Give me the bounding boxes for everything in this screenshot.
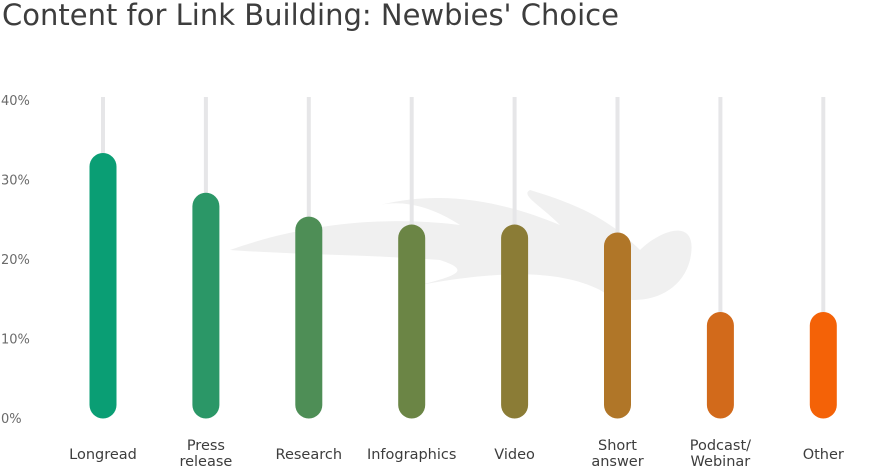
- x-category-label: Research: [276, 447, 343, 463]
- x-category-label: Longread: [69, 447, 137, 463]
- chart-title: Content for Link Building: Newbies' Choi…: [2, 0, 619, 32]
- x-category-label: Infographics: [367, 447, 456, 463]
- x-category-label: answer: [591, 454, 643, 469]
- x-category-label: Press: [187, 438, 225, 454]
- x-category-label: Video: [494, 447, 535, 463]
- x-category-label: release: [179, 454, 232, 469]
- x-category-label: Podcast/: [690, 438, 751, 454]
- y-tick-label: 40%: [1, 94, 30, 109]
- y-tick-label: 0%: [1, 412, 22, 427]
- watermark-flame-logo: [230, 190, 692, 300]
- y-tick-label: 20%: [1, 253, 30, 268]
- x-category-label: Short: [598, 438, 637, 454]
- x-category-label: Other: [803, 447, 844, 463]
- y-tick-label: 10%: [1, 333, 30, 348]
- y-tick-label: 30%: [1, 174, 30, 189]
- x-category-label: Webinar: [691, 454, 751, 469]
